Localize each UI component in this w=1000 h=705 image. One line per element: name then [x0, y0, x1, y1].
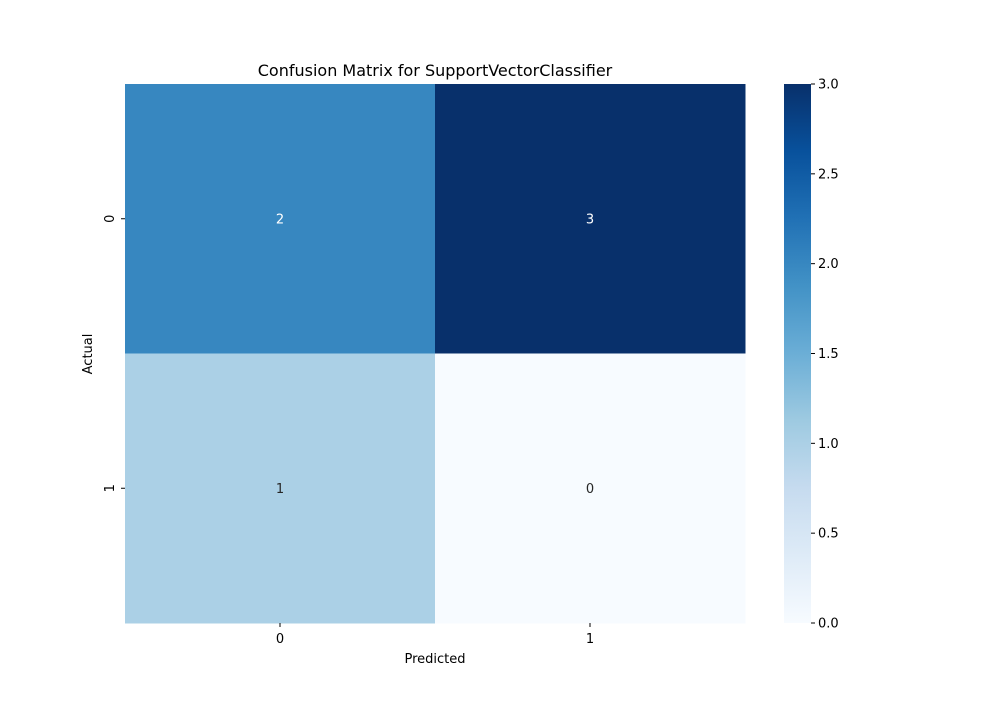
colorbar-tick-label-5: 2.5: [818, 167, 839, 182]
heatmap-cell-1-0: [125, 353, 436, 624]
colorbar-tick-label-2: 1.0: [818, 437, 839, 452]
cell-value-labels: 2 3 1 0: [276, 212, 594, 497]
cell-value-label-1-0: 1: [276, 482, 284, 497]
colorbar-ticks: 0.0 0.5 1.0 1.5 2.0 2.5 3.0: [811, 78, 839, 632]
y-tick-label-0: 0: [103, 215, 118, 223]
y-axis-ticks: 01: [103, 215, 125, 492]
x-tick-label-1: 1: [586, 632, 594, 647]
cell-value-label-0-0: 2: [276, 212, 284, 227]
colorbar: [784, 84, 811, 623]
cell-value-label-1-1: 0: [586, 482, 594, 497]
colorbar-tick-label-6: 3.0: [818, 78, 839, 93]
cell-value-label-0-1: 3: [586, 212, 594, 227]
y-tick-label-1: 1: [103, 484, 118, 492]
colorbar-tick-label-0: 0.0: [818, 617, 839, 632]
colorbar-tick-label-3: 1.5: [818, 347, 839, 362]
x-tick-label-0: 0: [276, 632, 284, 647]
x-axis-label: Predicted: [404, 652, 465, 667]
colorbar-tick-label-4: 2.0: [818, 257, 839, 272]
heatmap-cells: [125, 84, 746, 624]
heatmap-cell-0-0: [125, 84, 436, 354]
heatmap-cell-1-1: [435, 353, 746, 624]
y-axis-label: Actual: [81, 334, 96, 375]
chart-title: Confusion Matrix for SupportVectorClassi…: [258, 61, 613, 80]
heatmap-cell-0-1: [435, 84, 746, 354]
colorbar-tick-label-1: 0.5: [818, 527, 839, 542]
